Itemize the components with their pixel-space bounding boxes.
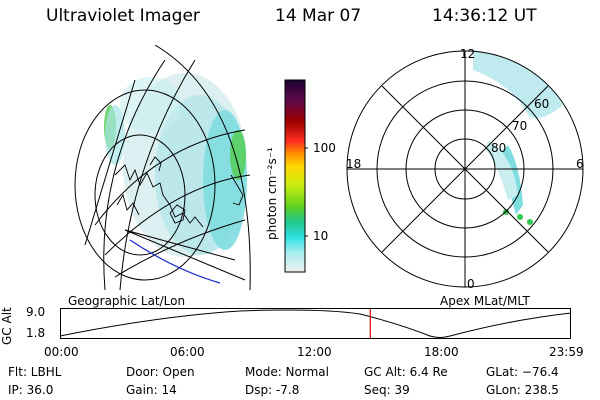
info-dsp: Dsp: -7.8 xyxy=(245,383,300,397)
altitude-x-tick-0000: 00:00 xyxy=(44,345,79,359)
mlt-label-18: 18 xyxy=(346,157,362,171)
info-gain: Gain: 14 xyxy=(126,383,177,397)
altitude-plot-frame xyxy=(60,308,571,339)
polar-grid xyxy=(346,50,584,288)
geo-projection-label: Geographic Lat/Lon xyxy=(68,294,186,308)
info-glat: GLat: −76.4 xyxy=(486,365,559,379)
info-flt: Flt: LBHL xyxy=(8,365,62,379)
info-glon: GLon: 238.5 xyxy=(486,383,559,397)
altitude-x-tick-2359: 23:59 xyxy=(549,345,584,359)
polar-mlt-plot xyxy=(346,50,584,288)
mlat-label-70: 70 xyxy=(512,119,528,133)
altitude-plot xyxy=(60,308,572,339)
colorbar xyxy=(284,79,308,273)
time-label: 14:36:12 UT xyxy=(432,6,537,26)
info-ip: IP: 36.0 xyxy=(8,383,54,397)
altitude-x-tick-1200: 12:00 xyxy=(297,345,332,359)
info-mode: Mode: Normal xyxy=(245,365,329,379)
mlat-label-60: 60 xyxy=(534,97,550,111)
date-label: 14 Mar 07 xyxy=(275,6,362,26)
colorbar-tick-10: 10 xyxy=(313,229,329,243)
altitude-y-label: GC Alt xyxy=(0,307,14,345)
polar-aurora-glow xyxy=(473,50,563,225)
mlt-label-12: 12 xyxy=(460,47,476,61)
altitude-curve xyxy=(60,309,572,338)
altitude-x-tick-1800: 18:00 xyxy=(424,345,459,359)
geographic-map-image xyxy=(74,45,251,290)
info-gc-alt: GC Alt: 6.4 Re xyxy=(364,365,448,379)
info-door: Door: Open xyxy=(126,365,195,379)
mlt-label-0: 0 xyxy=(467,277,475,291)
apex-projection-label: Apex MLat/MLT xyxy=(440,294,530,308)
mlt-label-6: 6 xyxy=(576,157,584,171)
coastlines xyxy=(114,156,244,228)
altitude-x-tick-0600: 06:00 xyxy=(170,345,205,359)
altitude-y-tick-1.8: 1.8 xyxy=(26,326,46,340)
app-title: Ultraviolet Imager xyxy=(46,6,200,26)
terminator-line xyxy=(129,239,221,284)
latlon-grid xyxy=(74,45,251,290)
mlat-label-80: 80 xyxy=(491,141,507,155)
altitude-y-tick-9: 9.0 xyxy=(26,305,46,319)
colorbar-unit-label: photon cm⁻²s⁻¹ xyxy=(265,147,279,240)
info-seq: Seq: 39 xyxy=(364,383,410,397)
colorbar-tick-100: 100 xyxy=(313,141,336,155)
